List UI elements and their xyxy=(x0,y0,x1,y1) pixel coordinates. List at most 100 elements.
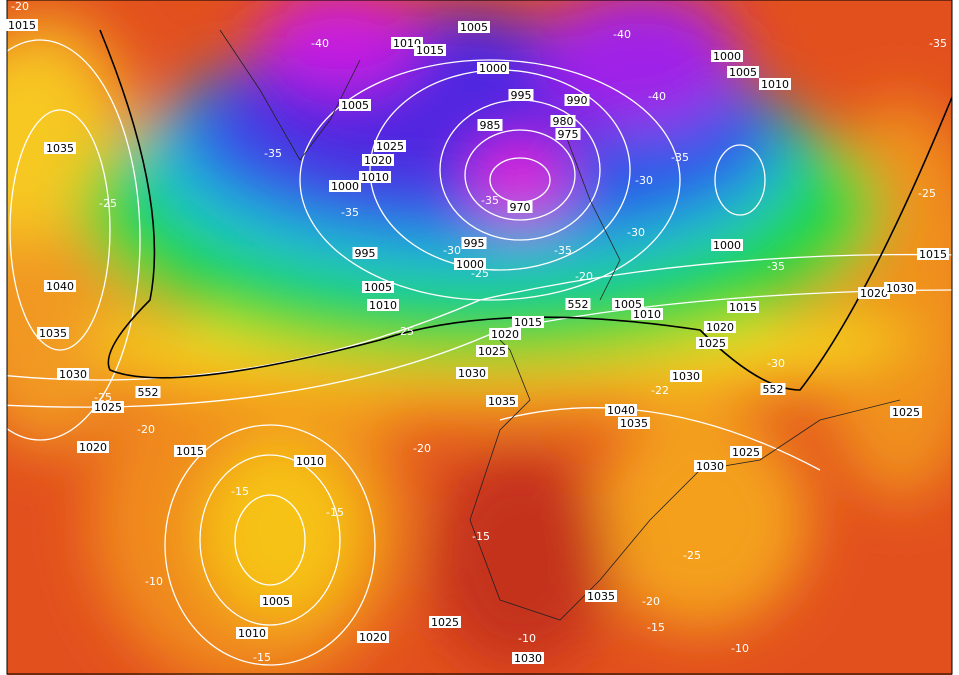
temperature-label: -22 xyxy=(651,384,669,397)
isobar-label: 1030 xyxy=(696,460,724,473)
label-box xyxy=(362,154,394,166)
label-box xyxy=(890,406,922,418)
isobar-label: 1000 xyxy=(456,258,484,271)
isobar-label: 995 xyxy=(464,237,485,250)
isobar-label: 1015 xyxy=(8,19,36,32)
label-box xyxy=(414,44,446,56)
label-box xyxy=(374,140,406,152)
isobar-label: 1040 xyxy=(46,280,74,293)
isobar-label: 1040 xyxy=(607,404,635,417)
temperature-label: -15 xyxy=(326,506,344,519)
label-box xyxy=(367,299,399,311)
isobar-label: 990 xyxy=(567,94,588,107)
isobar-label: 1020 xyxy=(79,441,107,454)
label-box xyxy=(507,201,533,213)
label-box xyxy=(6,19,38,31)
label-box xyxy=(694,460,726,472)
thickness-label: 552 xyxy=(138,386,159,399)
isobar-label: 995 xyxy=(511,89,532,102)
isobar-label: 1020 xyxy=(860,287,888,300)
label-box xyxy=(612,298,644,310)
isobar-label: 1015 xyxy=(919,248,947,261)
isobar-label: 1035 xyxy=(46,142,74,155)
isobar-label: 1025 xyxy=(732,446,760,459)
temperature-label: -20 xyxy=(413,442,431,455)
temperature-label: -40 xyxy=(613,28,631,41)
label-box xyxy=(696,337,728,349)
label-box xyxy=(585,590,617,602)
isobar-label: 1005 xyxy=(341,99,369,112)
label-box xyxy=(476,345,508,357)
label-box xyxy=(461,237,487,249)
isobar-label: 1010 xyxy=(369,299,397,312)
temperature-label: -10 xyxy=(518,632,536,645)
thickness-label: 552 xyxy=(568,298,589,311)
label-box xyxy=(454,258,486,270)
isobar-label: 1005 xyxy=(460,21,488,34)
isobar-label: 1025 xyxy=(431,616,459,629)
isobar-label: 1000 xyxy=(713,50,741,63)
isobar-label: 1000 xyxy=(713,239,741,252)
isobar-label: 1020 xyxy=(491,328,519,341)
label-box xyxy=(135,386,161,398)
temperature-label: -35 xyxy=(264,147,282,160)
temperature-label: -35 xyxy=(671,151,689,164)
isobar-label: 1030 xyxy=(886,282,914,295)
isobar-label: 1025 xyxy=(892,406,920,419)
isobar-label: 1025 xyxy=(698,337,726,350)
isobar-label: 1005 xyxy=(364,281,392,294)
temperature-label: -15 xyxy=(253,651,271,664)
temperature-label: -35 xyxy=(341,206,359,219)
temperature-label: -15 xyxy=(231,485,249,498)
isobar-label: 1035 xyxy=(39,327,67,340)
thickness-label: 552 xyxy=(763,383,784,396)
isobar-label: 1020 xyxy=(706,321,734,334)
label-box xyxy=(730,446,762,458)
temperature-label: -20 xyxy=(575,270,593,283)
label-box xyxy=(670,370,702,382)
isobar-label: 1015 xyxy=(176,445,204,458)
label-box xyxy=(352,247,378,259)
label-box xyxy=(329,180,361,192)
temperature-label: -35 xyxy=(554,244,572,257)
label-box xyxy=(339,99,371,111)
label-box xyxy=(508,89,534,101)
label-box xyxy=(362,281,394,293)
isobar-label: 1005 xyxy=(614,298,642,311)
temperature-label: -35 xyxy=(929,37,947,50)
isobar-label: 1010 xyxy=(238,627,266,640)
label-box xyxy=(489,328,521,340)
temperature-label: -25 xyxy=(683,549,701,562)
isobar-label: 1025 xyxy=(94,401,122,414)
temperature-label: -15 xyxy=(472,530,490,543)
temperature-label: -30 xyxy=(443,244,461,257)
isobar-label: 1020 xyxy=(359,631,387,644)
label-box xyxy=(858,287,890,299)
isobar-label: 1005 xyxy=(262,595,290,608)
frame xyxy=(6,0,953,675)
label-box xyxy=(727,301,759,313)
label-box xyxy=(565,298,591,310)
isobar-label: 1010 xyxy=(633,308,661,321)
label-box xyxy=(917,248,949,260)
label-box xyxy=(458,21,490,33)
temperature-label: -15 xyxy=(647,621,665,634)
label-box xyxy=(512,652,544,664)
label-box xyxy=(759,78,791,90)
isobar-label: 1025 xyxy=(376,140,404,153)
temperature-label: -35 xyxy=(481,194,499,207)
temperature-label: -35 xyxy=(767,260,785,273)
label-box xyxy=(92,401,124,413)
isobar-label: 1030 xyxy=(672,370,700,383)
label-box xyxy=(357,631,389,643)
isobar-label: 1010 xyxy=(296,455,324,468)
label-box xyxy=(37,327,69,339)
isobar-label: 1025 xyxy=(478,345,506,358)
temperature-label: -20 xyxy=(137,423,155,436)
isobar-label: 1030 xyxy=(514,652,542,665)
label-box xyxy=(550,115,576,127)
label-box xyxy=(711,239,743,251)
